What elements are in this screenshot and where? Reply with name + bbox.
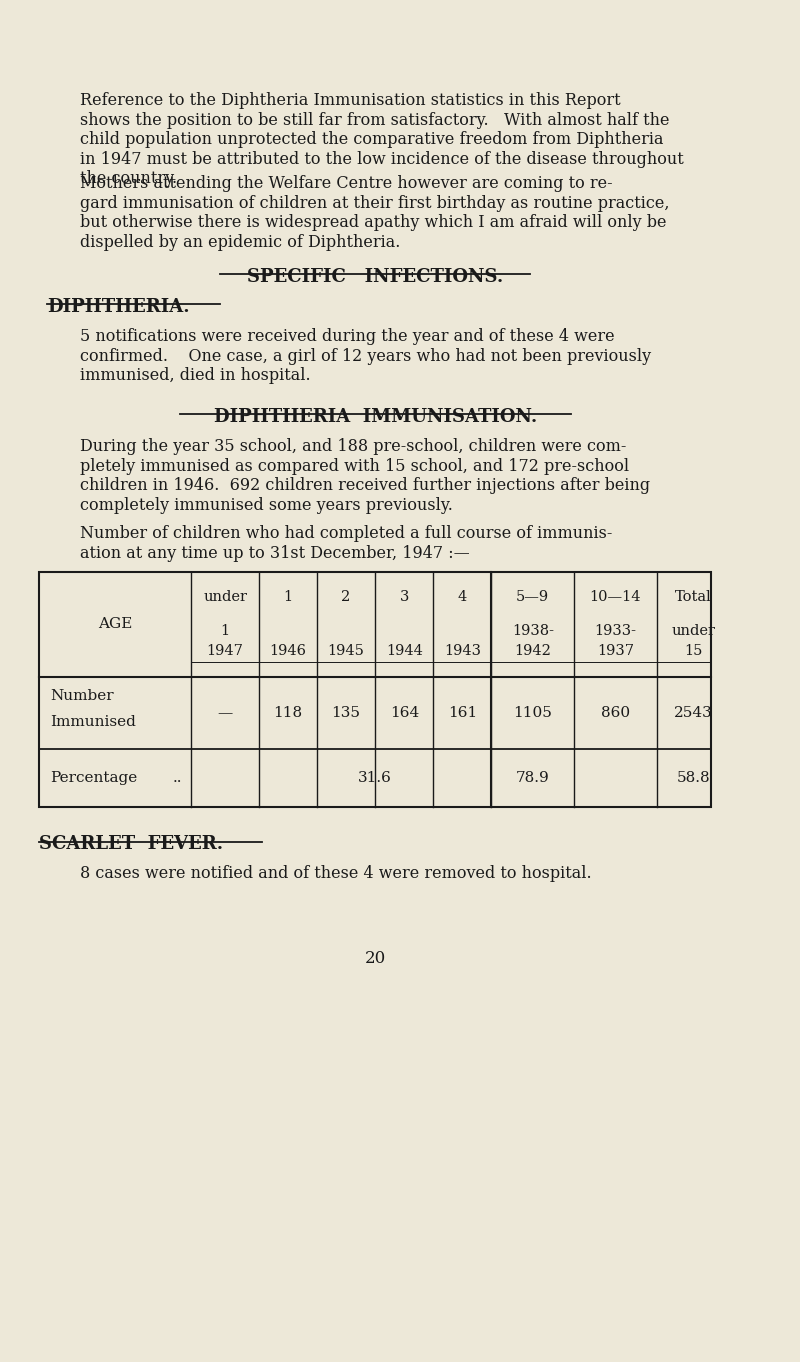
Text: 31.6: 31.6 — [358, 771, 392, 785]
Text: 860: 860 — [601, 706, 630, 720]
Text: Reference to the Diphtheria Immunisation statistics in this Report
shows the pos: Reference to the Diphtheria Immunisation… — [80, 93, 683, 188]
Bar — [39, 572, 711, 808]
Text: 2543: 2543 — [674, 706, 713, 720]
Text: Immunised: Immunised — [50, 715, 137, 729]
Text: 15: 15 — [684, 644, 702, 658]
Text: 161: 161 — [448, 706, 477, 720]
Text: 118: 118 — [274, 706, 302, 720]
Text: 20: 20 — [365, 951, 386, 967]
Text: 2: 2 — [342, 590, 350, 603]
Text: 78.9: 78.9 — [516, 771, 550, 785]
Text: 1938-: 1938- — [512, 624, 554, 637]
Text: 5—9: 5—9 — [516, 590, 550, 603]
Text: under: under — [671, 624, 715, 637]
Text: Percentage: Percentage — [50, 771, 138, 785]
Text: 1945: 1945 — [328, 644, 365, 658]
Text: ..: .. — [173, 771, 182, 785]
Text: Number: Number — [50, 689, 114, 703]
Text: Mothers attending the Welfare Centre however are coming to re-
gard immunisation: Mothers attending the Welfare Centre how… — [80, 174, 670, 251]
Text: 1947: 1947 — [206, 644, 243, 658]
Text: AGE: AGE — [98, 617, 133, 632]
Text: During the year 35 school, and 188 pre-school, children were com-
pletely immuni: During the year 35 school, and 188 pre-s… — [80, 439, 650, 513]
Text: —: — — [218, 706, 233, 720]
Text: Number of children who had completed a full course of immunis-
ation at any time: Number of children who had completed a f… — [80, 524, 612, 561]
Text: 164: 164 — [390, 706, 419, 720]
Text: 8 cases were notified and of these 4 were removed to hospital.: 8 cases were notified and of these 4 wer… — [80, 865, 591, 883]
Text: 1944: 1944 — [386, 644, 422, 658]
Text: 1933-: 1933- — [594, 624, 636, 637]
Text: 1942: 1942 — [514, 644, 551, 658]
Text: 58.8: 58.8 — [676, 771, 710, 785]
Text: 1943: 1943 — [444, 644, 481, 658]
Text: 10—14: 10—14 — [590, 590, 641, 603]
Text: SCARLET  FEVER.: SCARLET FEVER. — [39, 835, 223, 853]
Text: 1946: 1946 — [270, 644, 306, 658]
Text: 1: 1 — [221, 624, 230, 637]
Text: SPECIFIC   INFECTIONS.: SPECIFIC INFECTIONS. — [247, 268, 503, 286]
Text: 1: 1 — [283, 590, 293, 603]
Text: DIPHTHERIA  IMMUNISATION.: DIPHTHERIA IMMUNISATION. — [214, 409, 537, 426]
Text: 135: 135 — [332, 706, 361, 720]
Text: under: under — [203, 590, 247, 603]
Text: DIPHTHERIA.: DIPHTHERIA. — [47, 298, 190, 316]
Text: 1937: 1937 — [597, 644, 634, 658]
Text: 5 notifications were received during the year and of these 4 were
confirmed.    : 5 notifications were received during the… — [80, 328, 651, 384]
Text: 4: 4 — [458, 590, 467, 603]
Text: 3: 3 — [399, 590, 409, 603]
Text: Total: Total — [674, 590, 711, 603]
Text: 1105: 1105 — [514, 706, 552, 720]
